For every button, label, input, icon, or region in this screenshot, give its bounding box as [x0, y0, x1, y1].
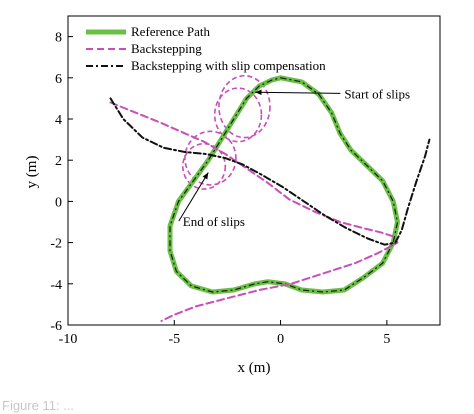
y-tick-label: 8 [55, 31, 62, 46]
y-tick-label: 6 [55, 72, 62, 87]
y-tick-label: 4 [55, 113, 62, 128]
figure-caption: Figure 11: ... [2, 398, 75, 413]
legend-label-1: Backstepping [131, 41, 202, 56]
y-tick-label: 2 [55, 154, 62, 169]
annotation-arrowhead-1 [202, 172, 209, 180]
y-tick-label: -6 [50, 319, 62, 334]
series-lines [109, 75, 431, 322]
legend: Reference Path Backstepping Backstepping w… [86, 24, 326, 73]
series-line-1 [109, 101, 399, 322]
reference-path-overlay [169, 77, 399, 293]
y-axis-ticks: -6 -4 -2 0 2 4 6 8 [50, 31, 73, 334]
x-tick-label: 0 [277, 332, 284, 347]
y-tick-label: -4 [50, 278, 62, 293]
legend-label-0: Reference Path [131, 24, 211, 39]
legend-label-2: Backstepping with slip compensation [131, 58, 326, 73]
series-line-2 [109, 97, 431, 246]
slip-ellipse [184, 130, 237, 186]
annotation-label-0: Start of slips [344, 86, 410, 101]
plot-frame [67, 15, 441, 326]
annotation-arrow-1 [178, 172, 209, 222]
y-tick-label: 0 [55, 195, 62, 210]
annotations: Start of slips End of slips [178, 86, 410, 229]
slip-ellipse [213, 87, 263, 143]
x-axis-ticks: -10 -5 0 5 [59, 320, 390, 347]
x-tick-label: -10 [59, 332, 78, 347]
slip-ellipses [181, 74, 271, 190]
x-tick-label: -5 [168, 332, 180, 347]
slip-ellipse [218, 74, 271, 139]
y-tick-label: -2 [50, 237, 62, 252]
slip-ellipse [181, 142, 227, 190]
annotation-label-1: End of slips [183, 214, 245, 229]
x-axis-label: x (m) [238, 360, 271, 376]
annotation-arrow-0 [255, 91, 341, 94]
annotation-arrowhead-0 [255, 89, 262, 96]
y-axis-label: y (m) [24, 156, 40, 189]
x-tick-label: 5 [383, 332, 390, 347]
